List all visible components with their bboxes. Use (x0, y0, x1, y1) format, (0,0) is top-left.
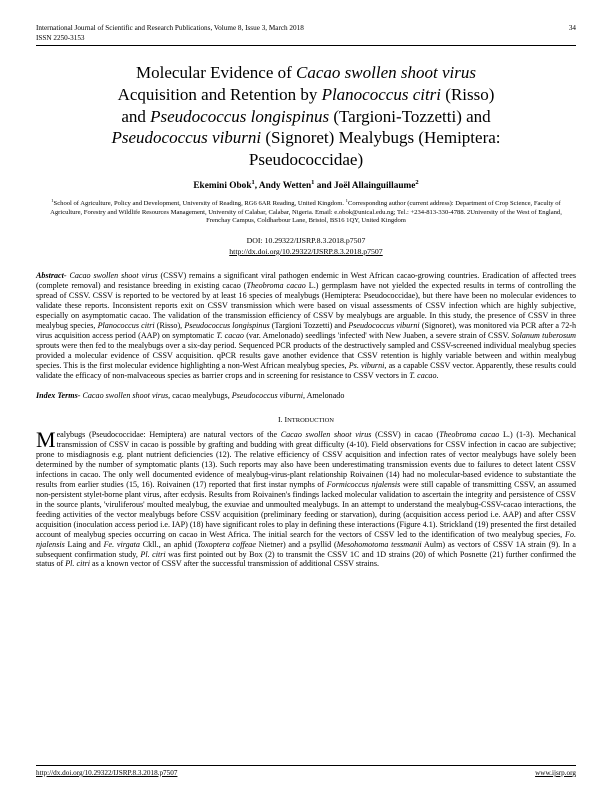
doi: DOI: 10.29322/IJSRP.8.3.2018.p7507 (36, 236, 576, 246)
body-text: ealybugs (Pseudococcidae: Hemiptera) are… (36, 430, 576, 568)
dropcap: M (36, 430, 57, 449)
issn: ISSN 2250-3153 (36, 34, 576, 43)
footer-doi-link[interactable]: http://dx.doi.org/10.29322/IJSRP.8.3.201… (36, 769, 177, 778)
affiliations: 1School of Agriculture, Policy and Devel… (36, 200, 576, 226)
index-terms-label: Index Terms- (36, 391, 80, 400)
abstract-label: Abstract- (36, 271, 67, 280)
index-terms-text: Cacao swollen shoot virus, cacao mealybu… (80, 391, 344, 400)
journal-name: International Journal of Scientific and … (36, 24, 304, 33)
footer-site-link[interactable]: www.ijsrp.org (535, 769, 576, 778)
running-header: International Journal of Scientific and … (36, 24, 576, 33)
authors: Ekemini Obok1, Andy Wetten1 and Joël All… (36, 181, 576, 193)
doi-link[interactable]: http://dx.doi.org/10.29322/IJSRP.8.3.201… (36, 247, 576, 257)
abstract-text: Cacao swollen shoot virus (CSSV) remains… (36, 271, 576, 380)
section-heading-introduction: I. INTRODUCTION (36, 415, 576, 425)
footer: http://dx.doi.org/10.29322/IJSRP.8.3.201… (36, 765, 576, 778)
article-title: Molecular Evidence of Cacao swollen shoo… (36, 62, 576, 171)
index-terms: Index Terms- Cacao swollen shoot virus, … (36, 391, 576, 401)
page-number: 34 (569, 24, 576, 33)
introduction-paragraph: Mealybugs (Pseudococcidae: Hemiptera) ar… (36, 430, 576, 569)
header-rule (36, 45, 576, 46)
abstract: Abstract- Cacao swollen shoot virus (CSS… (36, 271, 576, 381)
